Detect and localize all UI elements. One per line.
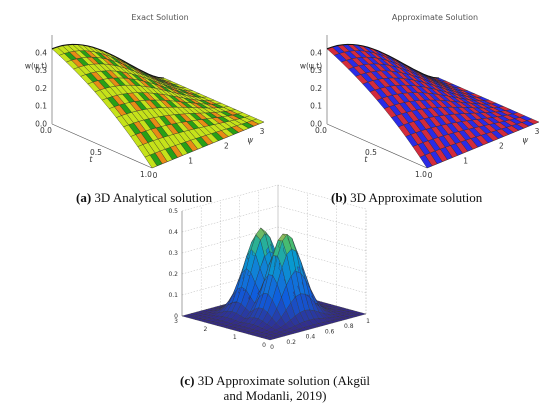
psi-axis-label: ψ bbox=[522, 135, 529, 144]
t-tick-label: 1.0 bbox=[415, 170, 427, 179]
surface-0: 0.0 0.1 0.2 0.3 0.4 0.0 0.5 1.0 0 1 2 3 t ψ w(ψ,t) Exac… bbox=[25, 13, 265, 180]
psi-tick-label: 2 bbox=[499, 142, 504, 151]
x-tick-label: 1 bbox=[366, 318, 370, 325]
psi-tick-label: 1 bbox=[463, 156, 468, 165]
approximate-solution-plot: 0.0 0.1 0.2 0.3 0.4 0.0 0.5 1.0 0 1 2 3 t ψ w(ψ,t) Appr… bbox=[300, 13, 540, 180]
z-tick-label: 0.2 bbox=[310, 84, 322, 93]
z-tick-label: 0.3 bbox=[35, 66, 47, 75]
psi-axis-label: ψ bbox=[247, 135, 254, 144]
y-tick-label: 3 bbox=[174, 318, 178, 325]
caption-b-label: (b) bbox=[331, 190, 347, 205]
grid-line bbox=[181, 205, 367, 233]
psi-tick-label: 2 bbox=[224, 142, 229, 151]
psi-tick-label: 3 bbox=[260, 127, 265, 136]
y-tick-label: 1 bbox=[233, 334, 237, 341]
akgul-modanli-plot: 0 0.1 0.2 0.3 0.4 0.5 0 0.2 0.4 0.6 0.8 1 0 1 2 3 bbox=[168, 184, 370, 351]
t-tick-label: 0.5 bbox=[90, 148, 102, 157]
z-tick-label: 0.2 bbox=[35, 84, 47, 93]
z-tick-label: 0.2 bbox=[168, 271, 178, 278]
psi-tick-label: 0 bbox=[153, 171, 158, 180]
z-tick-label: 0.0 bbox=[310, 120, 322, 129]
surface-ridge-0 bbox=[51, 43, 165, 79]
z-axis-label: w(ψ,t) bbox=[300, 61, 322, 70]
z-tick-label: 0.1 bbox=[35, 102, 47, 111]
y-tick-label: 0 bbox=[262, 342, 266, 349]
t-axis-label: t bbox=[364, 155, 368, 164]
z-tick-label: 0.1 bbox=[310, 102, 322, 111]
caption-b-text: 3D Approximate solution bbox=[350, 190, 483, 205]
panel-a: 0.0 0.1 0.2 0.3 0.4 0.0 0.5 1.0 0 1 2 3 t ψ w(ψ,t) Exac… bbox=[0, 0, 275, 185]
z-tick-label: 0.4 bbox=[168, 229, 178, 236]
psi-tick-label: 1 bbox=[188, 156, 193, 165]
plot-title: Approximate Solution bbox=[392, 13, 478, 22]
panel-c: 0 0.1 0.2 0.3 0.4 0.5 0 0.2 0.4 0.6 0.8 1 0 1 2 3 bbox=[150, 184, 400, 367]
psi-tick-label: 0 bbox=[428, 171, 433, 180]
surface-1: 0.0 0.1 0.2 0.3 0.4 0.0 0.5 1.0 0 1 2 3 t ψ w(ψ,t) Appr… bbox=[300, 13, 540, 180]
z-tick-label: 0.4 bbox=[35, 48, 47, 57]
caption-b: (b) 3D Approximate solution bbox=[331, 190, 482, 206]
panel-b: 0.0 0.1 0.2 0.3 0.4 0.0 0.5 1.0 0 1 2 3 t ψ w(ψ,t) Appr… bbox=[275, 0, 550, 185]
axis-line bbox=[326, 123, 428, 169]
z-tick-label: 0.4 bbox=[310, 48, 322, 57]
surface-patches-c bbox=[181, 227, 367, 341]
x-tick-label: 0.8 bbox=[344, 323, 354, 330]
z-tick-label: 0 bbox=[174, 313, 178, 320]
surface-ridge-1 bbox=[326, 43, 440, 79]
x-tick-label: 0.4 bbox=[306, 334, 316, 341]
caption-c-label: (c) bbox=[180, 373, 195, 388]
surface-patch bbox=[356, 312, 367, 316]
t-axis-label: t bbox=[89, 155, 93, 164]
z-tick-label: 0.5 bbox=[168, 208, 178, 215]
plot-title: Exact Solution bbox=[131, 13, 188, 22]
y-tick-label: 2 bbox=[204, 326, 208, 333]
z-tick-label: 0.0 bbox=[35, 120, 47, 129]
caption-a-text: 3D Analytical solution bbox=[94, 190, 213, 205]
axis-line bbox=[51, 123, 153, 169]
x-tick-label: 0.6 bbox=[325, 328, 335, 335]
z-axis-label: w(ψ,t) bbox=[25, 61, 47, 70]
z-tick-label: 0.1 bbox=[168, 292, 178, 299]
caption-a: (a) 3D Analytical solution bbox=[76, 190, 212, 206]
exact-solution-plot: 0.0 0.1 0.2 0.3 0.4 0.0 0.5 1.0 0 1 2 3 t ψ w(ψ,t) Exac… bbox=[25, 13, 265, 180]
psi-tick-label: 3 bbox=[535, 127, 540, 136]
t-tick-label: 1.0 bbox=[140, 170, 152, 179]
caption-a-label: (a) bbox=[76, 190, 92, 205]
t-tick-label: 0.5 bbox=[365, 148, 377, 157]
caption-c: (c) 3D Approximate solution (Akgül and M… bbox=[170, 373, 380, 403]
surface-patches-1 bbox=[326, 44, 540, 169]
z-tick-label: 0.3 bbox=[168, 250, 178, 257]
t-tick-label: 0.0 bbox=[40, 126, 52, 135]
x-tick-label: 0.2 bbox=[286, 339, 296, 346]
surface-c: 0 0.1 0.2 0.3 0.4 0.5 0 0.2 0.4 0.6 0.8 1 0 1 2 3 bbox=[168, 184, 370, 351]
surface-patches-0 bbox=[51, 44, 265, 169]
caption-c-text: 3D Approximate solution (Akgül and Modan… bbox=[197, 373, 370, 403]
x-tick-label: 0 bbox=[270, 344, 274, 351]
z-tick-label: 0.3 bbox=[310, 66, 322, 75]
t-tick-label: 0.0 bbox=[315, 126, 327, 135]
